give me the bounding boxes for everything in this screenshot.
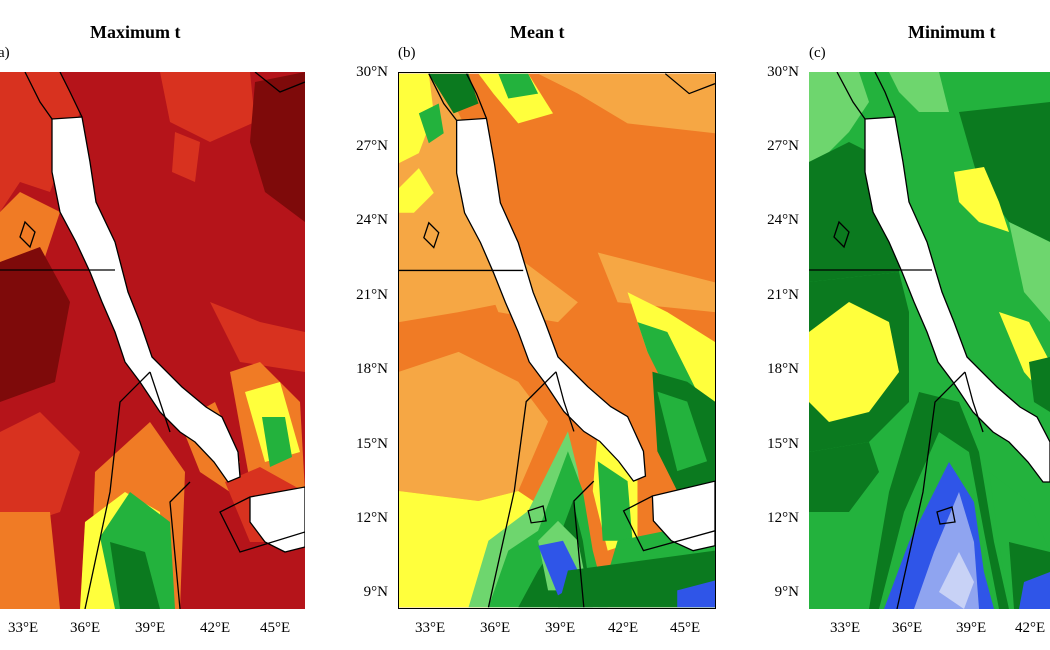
y-tick-30n: 30°N: [767, 64, 799, 80]
y-tick-24n: 24°N: [356, 212, 388, 228]
x-tick-39e: 39°E: [545, 620, 576, 636]
x-tick-45e: 45°E: [670, 620, 701, 636]
panel-label: (c): [809, 45, 826, 61]
y-tick-27n: 27°N: [356, 138, 388, 154]
x-tick-33e: 33°E: [8, 620, 39, 636]
x-tick-33e: 33°E: [415, 620, 446, 636]
panel-maximum-t: Maximum t (a): [0, 0, 320, 650]
y-tick-15n: 15°N: [767, 436, 799, 452]
panel-title: Mean t: [510, 22, 565, 42]
y-tick-12n: 12°N: [767, 510, 799, 526]
x-tick-45e: 45°E: [260, 620, 291, 636]
y-tick-24n: 24°N: [767, 212, 799, 228]
panel-mean-t: Mean t (b) 30°N 27°N 24°N 21°N 18°N 15°N…: [330, 0, 720, 650]
panel-label: (b): [398, 45, 416, 61]
map-maximum-t: [0, 72, 305, 609]
x-tick-42e: 42°E: [200, 620, 231, 636]
x-tick-36e: 36°E: [70, 620, 101, 636]
map-mean-t: [398, 72, 716, 609]
x-tick-36e: 36°E: [892, 620, 923, 636]
y-tick-15n: 15°N: [356, 436, 388, 452]
y-tick-18n: 18°N: [356, 361, 388, 377]
panel-label: (a): [0, 45, 10, 61]
y-tick-21n: 21°N: [767, 287, 799, 303]
panel-minimum-t: Minimum t (c) 30°N 27°N 24°N 21°N 18°N 1…: [745, 0, 1050, 650]
x-tick-39e: 39°E: [135, 620, 166, 636]
x-tick-39e: 39°E: [956, 620, 987, 636]
y-tick-21n: 21°N: [356, 287, 388, 303]
x-tick-36e: 36°E: [480, 620, 511, 636]
y-tick-30n: 30°N: [356, 64, 388, 80]
map-minimum-t: [809, 72, 1050, 609]
y-tick-9n: 9°N: [363, 584, 388, 600]
x-tick-42e: 42°E: [608, 620, 639, 636]
panel-title: Maximum t: [90, 22, 181, 42]
y-tick-18n: 18°N: [767, 361, 799, 377]
x-tick-42e: 42°E: [1015, 620, 1046, 636]
y-tick-12n: 12°N: [356, 510, 388, 526]
panel-title: Minimum t: [908, 22, 996, 42]
y-tick-9n: 9°N: [774, 584, 799, 600]
y-tick-27n: 27°N: [767, 138, 799, 154]
x-tick-33e: 33°E: [830, 620, 861, 636]
